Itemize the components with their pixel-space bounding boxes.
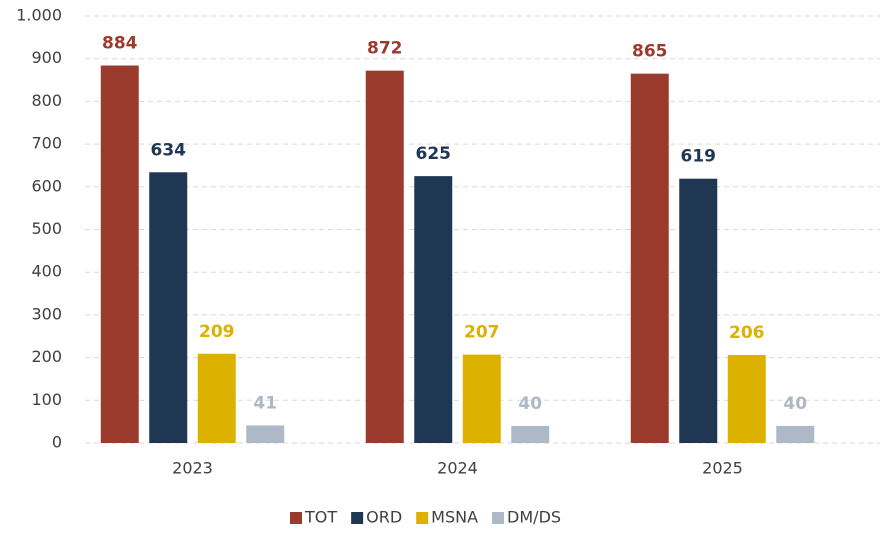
y-tick-label: 900 — [31, 48, 62, 67]
data-label: 865 — [632, 42, 668, 62]
y-tick-label: 400 — [31, 262, 62, 281]
bar — [511, 425, 550, 443]
legend-swatch — [416, 512, 429, 524]
data-label: 40 — [783, 394, 807, 414]
bar — [414, 176, 453, 443]
bar — [776, 425, 815, 443]
data-label: 634 — [151, 140, 187, 160]
bar — [246, 425, 285, 443]
y-tick-label: 100 — [31, 390, 62, 409]
x-tick-label: 2025 — [702, 459, 743, 478]
y-tick-label: 200 — [31, 347, 62, 366]
y-tick-label: 0 — [52, 433, 62, 452]
legend-swatch — [492, 512, 505, 524]
legend-label: DM/DS — [507, 508, 561, 527]
x-tick-label: 2023 — [172, 459, 213, 478]
data-label: 619 — [681, 147, 717, 167]
data-label: 207 — [464, 323, 500, 343]
data-label: 884 — [102, 34, 138, 54]
legend-label: TOT — [304, 508, 337, 527]
data-label: 40 — [518, 394, 542, 414]
legend-swatch — [290, 512, 302, 524]
bar — [679, 178, 718, 443]
bar — [100, 65, 139, 444]
x-tick-label: 2024 — [437, 459, 478, 478]
bar — [462, 354, 501, 443]
y-tick-label: 800 — [31, 91, 62, 110]
y-tick-label: 700 — [31, 134, 62, 153]
bar — [197, 353, 236, 443]
legend-swatch — [351, 512, 364, 524]
bar — [365, 70, 404, 443]
y-tick-label: 300 — [31, 304, 62, 323]
legend-label: MSNA — [431, 508, 478, 527]
legend-label: ORD — [366, 508, 402, 527]
data-label: 209 — [199, 322, 235, 342]
data-label: 206 — [729, 323, 765, 343]
data-label: 41 — [253, 393, 277, 413]
bar — [727, 355, 766, 443]
y-tick-label: 500 — [31, 219, 62, 238]
y-tick-label: 600 — [31, 176, 62, 195]
data-label: 872 — [367, 39, 403, 59]
bar — [149, 172, 188, 444]
y-tick-label: 1.000 — [16, 6, 62, 25]
data-label: 625 — [416, 144, 452, 164]
bar — [630, 73, 669, 444]
